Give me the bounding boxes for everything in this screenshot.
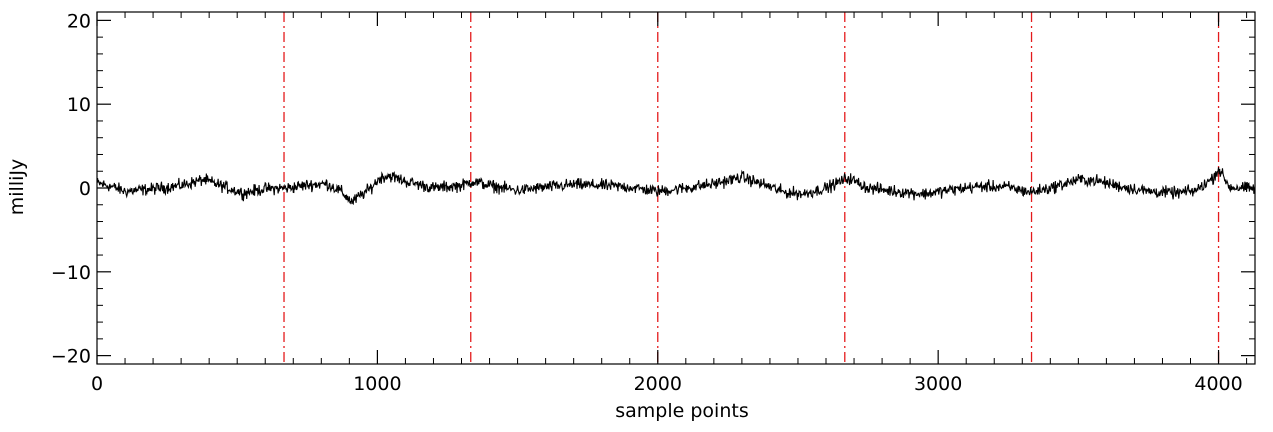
- x-tick-label: 1000: [353, 373, 401, 395]
- y-tick-label: −10: [51, 262, 91, 284]
- x-tick-label: 0: [91, 373, 103, 395]
- x-tick-labels: 0 1000 2000 3000 4000: [91, 373, 1243, 395]
- series-line-0: [96, 167, 1256, 205]
- ticks: [96, 12, 1255, 364]
- y-axis-label: milliJy: [6, 159, 28, 215]
- x-tick-label: 4000: [1194, 373, 1242, 395]
- y-tick-label: 20: [67, 10, 91, 32]
- x-axis-label: sample points: [615, 400, 748, 422]
- y-tick-label: −20: [51, 346, 91, 368]
- y-tick-label: 0: [79, 178, 91, 200]
- y-tick-labels: −20 −10 0 10 20: [51, 10, 91, 367]
- x-tick-label: 2000: [634, 373, 682, 395]
- y-tick-label: 10: [67, 94, 91, 116]
- x-tick-label: 3000: [914, 373, 962, 395]
- series-group: [96, 167, 1256, 205]
